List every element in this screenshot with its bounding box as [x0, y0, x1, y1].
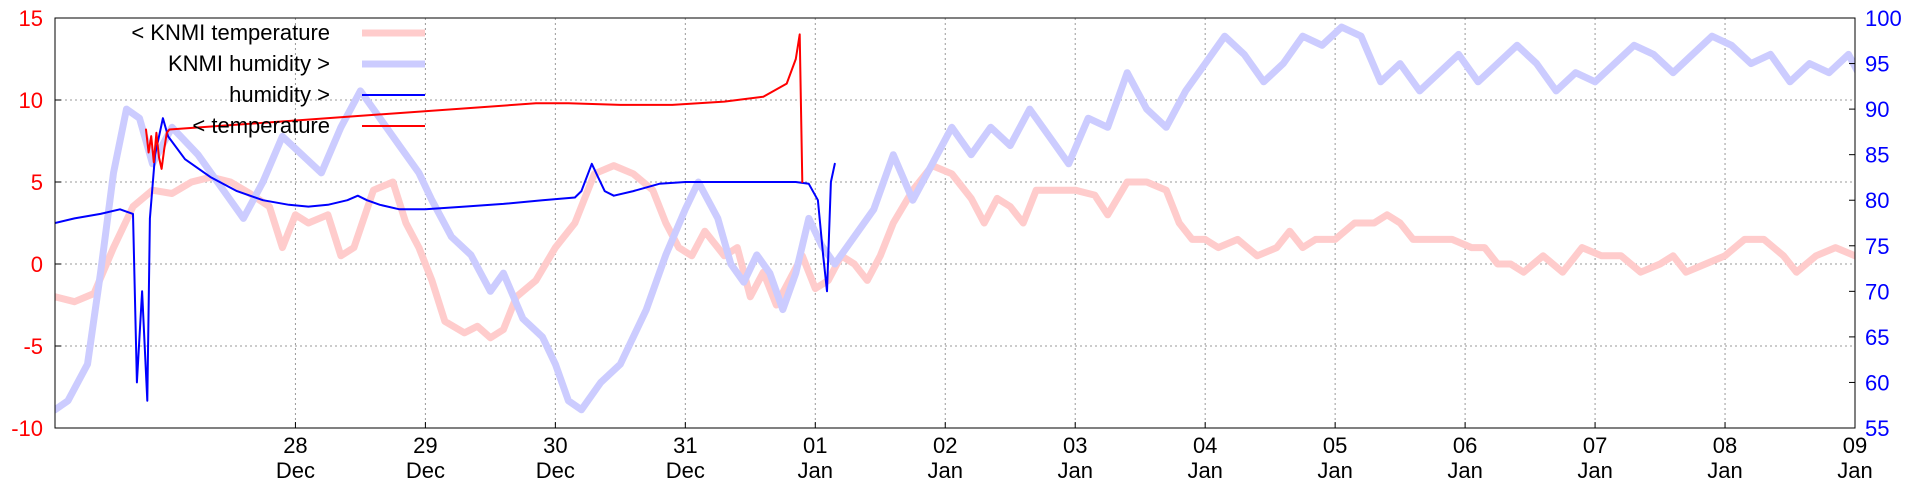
- x-tick-month: Dec: [276, 458, 315, 480]
- x-tick-day: 06: [1453, 433, 1477, 458]
- legend-label: KNMI humidity >: [168, 51, 330, 76]
- series-line-3: [55, 117, 836, 402]
- legend-label: humidity >: [229, 82, 330, 107]
- left-tick-label: 0: [31, 252, 43, 277]
- left-tick-label: -5: [23, 334, 43, 359]
- legend-label: < KNMI temperature: [131, 20, 330, 45]
- x-tick-month: Dec: [406, 458, 445, 480]
- left-tick-label: 10: [19, 88, 43, 113]
- x-tick-day: 02: [933, 433, 957, 458]
- series-group: [55, 23, 1855, 414]
- right-tick-label: 75: [1865, 234, 1889, 259]
- series-line-1: [55, 162, 1855, 342]
- left-tick-label: 15: [19, 6, 43, 31]
- right-tick-label: 80: [1865, 188, 1889, 213]
- right-tick-label: 60: [1865, 370, 1889, 395]
- x-tick-day: 05: [1323, 433, 1347, 458]
- x-tick-day: 08: [1713, 433, 1737, 458]
- x-tick-day: 28: [283, 433, 307, 458]
- x-tick-month: Jan: [1577, 458, 1612, 480]
- x-tick-month: Jan: [928, 458, 963, 480]
- right-tick-label: 55: [1865, 416, 1889, 441]
- x-axis-ticks: 28Dec29Dec30Dec31Dec01Jan02Jan03Jan04Jan…: [276, 422, 1873, 480]
- series-line-2: [55, 23, 1855, 414]
- x-tick-month: Jan: [1837, 458, 1872, 480]
- left-tick-label: -10: [11, 416, 43, 441]
- x-tick-month: Jan: [798, 458, 833, 480]
- x-tick-month: Dec: [666, 458, 705, 480]
- legend: < KNMI temperature KNMI humidity > humidit…: [131, 20, 425, 138]
- x-tick-day: 31: [673, 433, 697, 458]
- right-tick-label: 65: [1865, 325, 1889, 350]
- x-tick-month: Jan: [1317, 458, 1352, 480]
- x-tick-month: Jan: [1057, 458, 1092, 480]
- legend-label: < temperature: [192, 113, 330, 138]
- left-axis-ticks: -10 -5 0 5 10 15: [11, 6, 61, 441]
- x-tick-day: 03: [1063, 433, 1087, 458]
- x-tick-day: 01: [803, 433, 827, 458]
- x-tick-month: Dec: [536, 458, 575, 480]
- x-tick-month: Jan: [1707, 458, 1742, 480]
- right-tick-label: 85: [1865, 143, 1889, 168]
- right-tick-label: 90: [1865, 97, 1889, 122]
- right-tick-label: 100: [1865, 6, 1902, 31]
- x-tick-day: 07: [1583, 433, 1607, 458]
- left-tick-label: 5: [31, 170, 43, 195]
- right-axis-ticks: 55 60 65 70 75 80 85 90 95 100: [1849, 6, 1902, 441]
- series-line-4: [145, 33, 804, 183]
- x-tick-month: Jan: [1447, 458, 1482, 480]
- x-tick-month: Jan: [1187, 458, 1222, 480]
- x-tick-day: 09: [1843, 433, 1867, 458]
- x-tick-day: 04: [1193, 433, 1217, 458]
- plot-frame: [54, 17, 1856, 429]
- right-tick-label: 95: [1865, 52, 1889, 77]
- right-tick-label: 70: [1865, 279, 1889, 304]
- x-tick-day: 29: [413, 433, 437, 458]
- x-tick-day: 30: [543, 433, 567, 458]
